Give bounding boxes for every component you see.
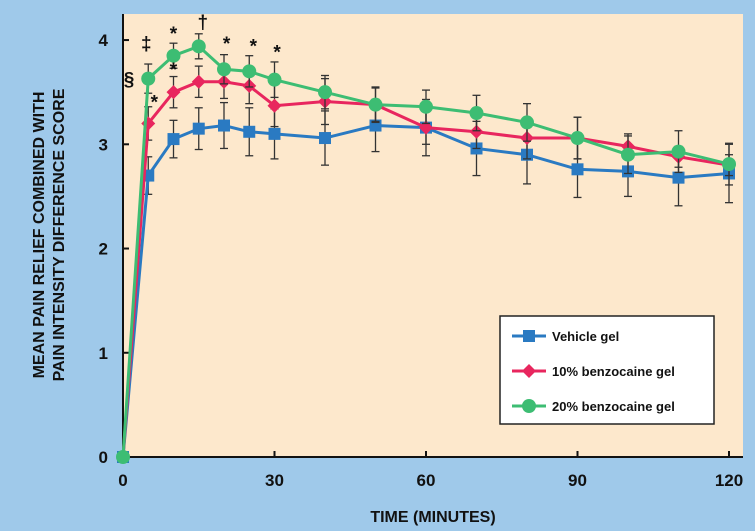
y-axis-title-line1: MEAN PAIN RELIEF COMBINED WITH (31, 92, 48, 379)
legend-entries: Vehicle gel 10% benzocaine gel 20% benzoca… (512, 329, 675, 414)
significance-marker: * (170, 60, 178, 81)
series-layer (116, 33, 736, 464)
data-point (570, 131, 585, 146)
significance-marker: † (198, 12, 209, 33)
data-point (319, 132, 331, 145)
y-axis-title-line2: PAIN INTENSITY DIFFERENCE SCORE (51, 88, 68, 381)
x-tick-label: 0 (118, 471, 127, 490)
series-line (121, 80, 730, 458)
data-point (318, 85, 332, 100)
data-point (419, 120, 433, 135)
legend-entry: 10% benzocaine gel (512, 364, 675, 379)
series-circle (116, 33, 736, 464)
legend-marker (522, 364, 536, 378)
y-tick-label: 0 (99, 448, 108, 467)
x-tick-label: 120 (715, 471, 743, 490)
significance-marker: * (170, 24, 178, 45)
legend-entry: 20% benzocaine gel (512, 399, 675, 414)
significance-marker: § (124, 70, 135, 91)
series-line (121, 44, 730, 458)
data-point (268, 127, 281, 140)
data-point (141, 71, 156, 86)
significance-marker: * (273, 43, 281, 64)
data-point (217, 62, 231, 77)
significance-markers: § * ‡ * * † * * * (124, 12, 282, 113)
x-tick-label: 90 (568, 471, 587, 490)
y-tick-label: 4 (99, 31, 109, 50)
data-point (166, 85, 181, 100)
data-point (167, 133, 180, 146)
data-point (671, 144, 686, 159)
x-tick-label: 60 (417, 471, 436, 490)
significance-marker: * (250, 36, 258, 57)
legend-marker (523, 330, 535, 342)
legend-label: Vehicle gel (552, 329, 619, 344)
data-point (469, 124, 484, 139)
axes: 0 30 60 90 120 0 1 2 3 4 (99, 14, 743, 490)
legend: Vehicle gel 10% benzocaine gel 20% benzoca… (499, 315, 715, 425)
significance-marker: * (151, 93, 159, 114)
x-tick-label: 30 (265, 471, 284, 490)
data-point (191, 74, 206, 89)
data-point (191, 39, 206, 54)
data-point (368, 97, 383, 112)
series-line (121, 124, 730, 458)
data-point (192, 122, 205, 135)
significance-marker: * (223, 34, 231, 55)
data-point (242, 64, 257, 79)
data-point (267, 98, 282, 113)
legend-label: 20% benzocaine gel (552, 399, 675, 414)
legend-entry: Vehicle gel (512, 329, 619, 344)
data-point (218, 119, 230, 132)
data-point (571, 163, 584, 176)
data-point (621, 147, 635, 162)
y-tick-label: 3 (99, 135, 108, 154)
y-tick-label: 1 (99, 344, 108, 363)
data-point (243, 125, 256, 138)
data-point (722, 157, 736, 172)
x-axis-title: TIME (MINUTES) (370, 509, 495, 526)
data-point (267, 72, 282, 87)
data-point (672, 171, 685, 184)
legend-label: 10% benzocaine gel (552, 364, 675, 379)
y-tick-label: 2 (99, 240, 108, 259)
data-point (469, 106, 484, 121)
data-point (116, 450, 130, 464)
legend-marker (522, 399, 536, 413)
data-point (520, 115, 534, 130)
data-point (166, 48, 181, 63)
data-point (419, 99, 433, 114)
significance-marker: ‡ (141, 34, 152, 55)
